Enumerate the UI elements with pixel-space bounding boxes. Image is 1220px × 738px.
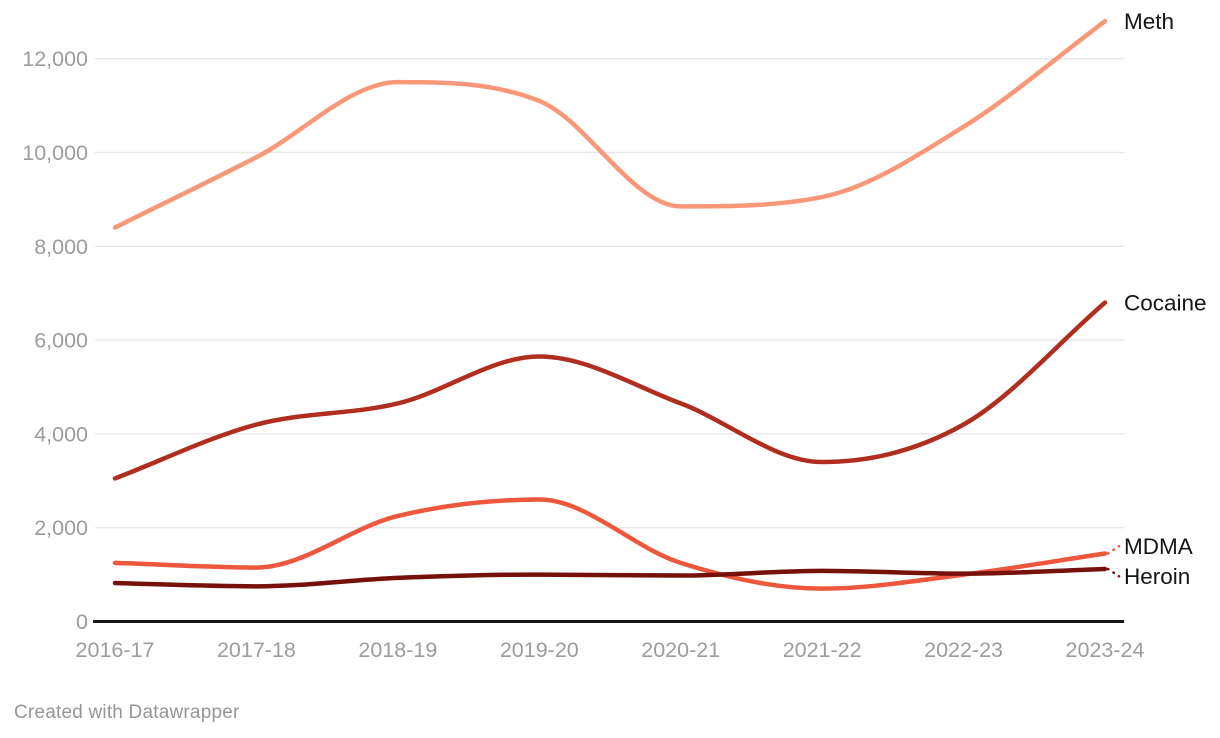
x-tick-label: 2020-21 — [641, 638, 720, 662]
y-tick-label: 4,000 — [34, 422, 88, 446]
line-chart: 0 2,000 4,000 6,000 8,000 10,000 12,000 2016-17… — [22, 9, 1207, 662]
label-leader-line-mdma — [1106, 544, 1121, 555]
y-tick-label: 2,000 — [34, 516, 88, 540]
y-tick-label: 12,000 — [22, 47, 88, 71]
series-end-label-cocaine: Cocaine — [1124, 291, 1207, 316]
x-tick-label: 2016-17 — [76, 638, 155, 662]
series-line-heroin — [112, 566, 1108, 589]
series-end-label-heroin: Heroin — [1124, 564, 1190, 589]
series-line-cocaine — [112, 300, 1108, 481]
x-tick-label: 2021-22 — [783, 638, 862, 662]
chart-canvas: 0 2,000 4,000 6,000 8,000 10,000 12,000 2016-17… — [22, 9, 1207, 662]
series-line-mdma — [112, 497, 1108, 591]
series-line-meth — [112, 18, 1108, 230]
y-tick-label: 10,000 — [22, 141, 88, 165]
x-tick-label: 2019-20 — [500, 638, 579, 662]
label-leader-line-heroin — [1106, 567, 1121, 578]
y-tick-label: 6,000 — [34, 329, 88, 353]
datawrapper-credit: Created with Datawrapper — [14, 702, 240, 724]
series-end-label-mdma: MDMA — [1124, 534, 1193, 559]
x-tick-label: 2023-24 — [1066, 638, 1145, 662]
x-tick-label: 2022-23 — [924, 638, 1003, 662]
y-tick-label: 8,000 — [34, 235, 88, 259]
datawrapper-credit-link[interactable]: Created with Datawrapper — [14, 702, 240, 723]
x-tick-label: 2018-19 — [358, 638, 437, 662]
x-tick-label: 2017-18 — [217, 638, 296, 662]
y-tick-label: 0 — [76, 610, 88, 634]
series-end-label-meth: Meth — [1124, 9, 1174, 34]
